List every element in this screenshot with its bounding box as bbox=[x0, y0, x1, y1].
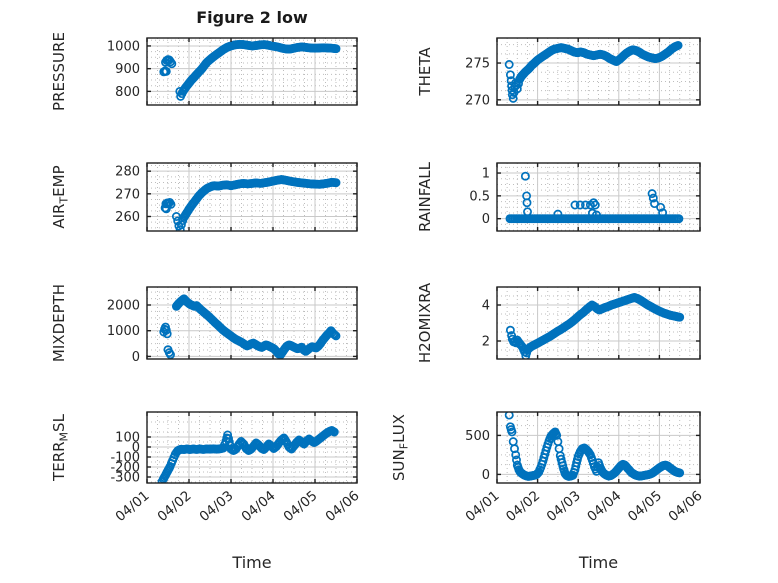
subplot-h2omixra: 2 4 H2OMIXRA bbox=[416, 282, 701, 363]
y-tick-label: 0 bbox=[132, 350, 140, 365]
x-tick-label: 04/03 bbox=[196, 488, 236, 525]
scatter-markers bbox=[160, 175, 341, 231]
x-tick-label: 04/06 bbox=[322, 488, 362, 525]
scatter-markers bbox=[505, 171, 684, 224]
scatter-markers bbox=[159, 39, 341, 101]
axes-box bbox=[146, 162, 358, 232]
y-tick-label: 0 bbox=[482, 212, 490, 227]
x-axis-label-right: Time bbox=[578, 553, 619, 572]
axes-box bbox=[496, 162, 701, 232]
y-tick-label: 1000 bbox=[107, 324, 140, 339]
y-tick-label: 800 bbox=[115, 85, 140, 100]
scatter-markers bbox=[159, 294, 341, 359]
y-tick-label: 1 bbox=[482, 167, 490, 182]
y-axis-label: H2OMIXRA bbox=[416, 282, 434, 363]
y-axis-label: PRESSURE bbox=[50, 32, 68, 111]
major-grid bbox=[147, 163, 357, 231]
subplot-rainfall: 0 0.5 1 RAINFALL bbox=[416, 161, 701, 232]
scatter-markers bbox=[504, 40, 683, 103]
x-tick-label: 04/04 bbox=[238, 488, 278, 525]
y-tick-label: 1000 bbox=[107, 39, 140, 54]
y-tick-label: 2000 bbox=[107, 299, 140, 314]
y-axis-label: THETA bbox=[416, 47, 434, 97]
x-tick-label: 04/05 bbox=[625, 488, 665, 525]
axes-box bbox=[146, 411, 358, 484]
axes-box bbox=[146, 286, 358, 360]
y-tick-label: 0.5 bbox=[469, 189, 490, 204]
y-tick-label: 275 bbox=[465, 57, 490, 72]
major-grid bbox=[147, 287, 357, 359]
figure-title: Figure 2 low bbox=[196, 8, 308, 27]
x-axis-label-left: Time bbox=[232, 553, 272, 572]
y-tick-label: 270 bbox=[115, 187, 140, 202]
x-tick-label: 04/04 bbox=[584, 488, 624, 525]
y-tick-label: -300 bbox=[110, 471, 140, 486]
axes-box bbox=[146, 37, 358, 106]
y-tick-label: 280 bbox=[115, 165, 140, 180]
axes-box bbox=[496, 411, 701, 484]
y-tick-label: 900 bbox=[115, 62, 140, 77]
subplot-mixdepth: 0 1000 2000 MIXDEPTH bbox=[50, 284, 358, 365]
subplot-theta: 270 275 THETA bbox=[416, 37, 701, 108]
y-axis-label: AIRTEMP bbox=[50, 165, 71, 228]
axes-box bbox=[496, 37, 701, 106]
scatter-markers bbox=[157, 426, 339, 483]
major-grid bbox=[497, 287, 700, 359]
y-axis-label: SUNFLUX bbox=[390, 414, 411, 481]
y-tick-label: 4 bbox=[482, 299, 490, 314]
subplot-sunflux: 0 500 SUNFLUX 04/01 04/02 04/03 04/04 04/05 04/0… bbox=[390, 411, 706, 525]
x-tick-label: 04/06 bbox=[665, 488, 705, 525]
x-tick-label: 04/01 bbox=[112, 488, 152, 525]
x-tick-label: 04/03 bbox=[544, 488, 584, 525]
subplot-airtemp: 260 270 280 AIRTEMP bbox=[50, 162, 358, 232]
scatter-markers bbox=[505, 292, 685, 359]
y-tick-label: -100 bbox=[110, 451, 140, 466]
x-tick-label: 04/02 bbox=[154, 488, 194, 525]
subplot-pressure: 800 900 1000 PRESSURE bbox=[50, 32, 358, 111]
y-axis-label: TERRMSL bbox=[50, 413, 71, 482]
y-tick-label: 0 bbox=[132, 441, 140, 456]
major-grid bbox=[497, 38, 700, 105]
y-tick-label: 270 bbox=[465, 93, 490, 108]
axes-box bbox=[496, 286, 701, 360]
y-tick-label: 100 bbox=[115, 431, 140, 446]
x-tick-label: 04/02 bbox=[503, 488, 543, 525]
y-tick-label: 0 bbox=[482, 468, 490, 483]
y-axis-label: MIXDEPTH bbox=[50, 284, 68, 362]
y-tick-label: -200 bbox=[110, 461, 140, 476]
y-tick-label: 2 bbox=[482, 335, 490, 350]
y-tick-label: 260 bbox=[115, 210, 140, 225]
y-tick-label: 500 bbox=[465, 429, 490, 444]
y-axis-label: RAINFALL bbox=[416, 161, 434, 232]
x-tick-label: 04/01 bbox=[462, 488, 502, 525]
minor-grid bbox=[147, 38, 357, 105]
x-tick-label: 04/05 bbox=[280, 488, 320, 525]
scatter-markers bbox=[504, 412, 685, 481]
